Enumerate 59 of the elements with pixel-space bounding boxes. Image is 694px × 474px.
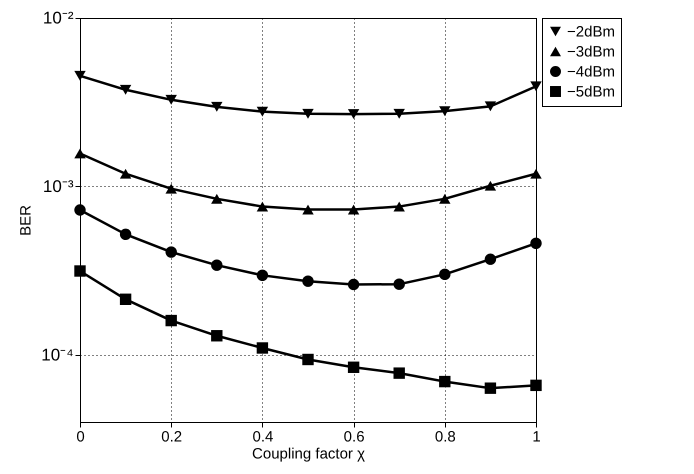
y-tick-label: 10⁻² [42, 8, 74, 28]
point [530, 168, 542, 179]
point [530, 238, 542, 249]
point [211, 330, 222, 342]
legend-label: −5dBm [567, 84, 615, 100]
point [530, 81, 542, 92]
x-tick-label: 0.8 [434, 428, 456, 446]
point [348, 109, 360, 120]
point [120, 84, 132, 95]
point [530, 380, 542, 392]
legend-label: −4dBm [567, 64, 615, 80]
x-tick-label: 0.2 [161, 428, 182, 446]
point [74, 148, 86, 158]
y-tick-label: 10⁻⁴ [41, 345, 74, 364]
point [302, 354, 314, 366]
point [484, 382, 496, 394]
legend-label: −2dBm [567, 24, 615, 40]
point [120, 228, 132, 240]
point [439, 106, 450, 116]
point [348, 278, 360, 290]
point [348, 204, 360, 214]
point [439, 376, 450, 388]
point [211, 194, 222, 204]
x-tick-label: 1 [532, 428, 541, 446]
point [394, 202, 405, 212]
point [439, 268, 450, 280]
point [348, 362, 360, 373]
x-tick-label: 0.6 [344, 428, 365, 446]
point [166, 314, 177, 326]
point [256, 342, 268, 354]
point [394, 367, 405, 379]
point [484, 180, 496, 191]
y-tick-label: 10⁻³ [42, 176, 74, 196]
x-tick-label: 0 [76, 428, 85, 446]
point [120, 294, 132, 305]
point [74, 204, 86, 216]
point [256, 106, 268, 117]
point [211, 260, 222, 271]
point [394, 108, 405, 119]
point [484, 101, 496, 112]
point [394, 278, 405, 290]
point [166, 184, 177, 194]
point [74, 70, 86, 81]
point [211, 102, 222, 112]
point [484, 254, 496, 265]
x-tick-label: 0.4 [252, 428, 274, 446]
point [302, 204, 314, 214]
point [256, 202, 268, 212]
point [302, 108, 314, 119]
point [256, 270, 268, 281]
point [166, 246, 177, 258]
point [74, 265, 86, 277]
point [302, 276, 314, 287]
point [439, 194, 450, 204]
x-axis-title: Coupling factor χ [252, 446, 366, 462]
y-axis-title: BER [17, 204, 34, 236]
point [166, 94, 177, 105]
legend-label: −3dBm [567, 44, 615, 60]
point [120, 168, 132, 179]
